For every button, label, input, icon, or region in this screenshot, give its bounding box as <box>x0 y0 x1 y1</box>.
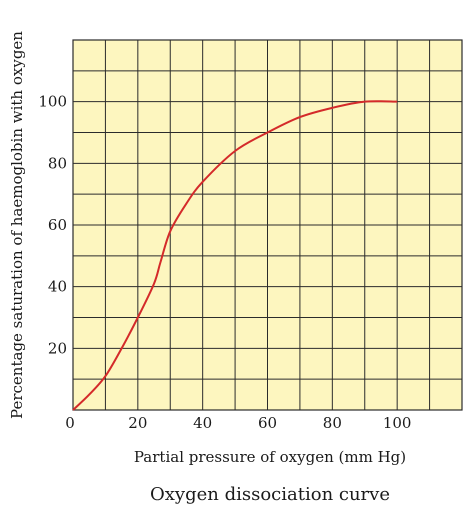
x-tick-label: 40 <box>193 414 212 432</box>
x-axis-label: Partial pressure of oxygen (mm Hg) <box>134 448 406 466</box>
x-tick-label: 0 <box>65 414 75 432</box>
y-tick-label: 80 <box>48 154 67 172</box>
y-tick-label: 40 <box>48 278 67 296</box>
x-tick-label: 60 <box>258 414 277 432</box>
chart-title: Oxygen dissociation curve <box>150 484 390 505</box>
x-tick-label: 100 <box>383 414 412 432</box>
y-axis-label: Percentage saturation of haemoglobin wit… <box>8 31 26 419</box>
y-tick-label: 100 <box>38 93 67 111</box>
oxygen-dissociation-curve <box>72 100 398 411</box>
x-axis-ticks: 0 20 40 60 80 100 <box>65 414 411 432</box>
y-axis-ticks: 20 40 60 80 100 <box>38 93 67 358</box>
y-tick-label: 20 <box>48 339 67 357</box>
y-tick-label: 60 <box>48 216 67 234</box>
x-tick-label: 20 <box>128 414 147 432</box>
x-tick-label: 80 <box>323 414 342 432</box>
